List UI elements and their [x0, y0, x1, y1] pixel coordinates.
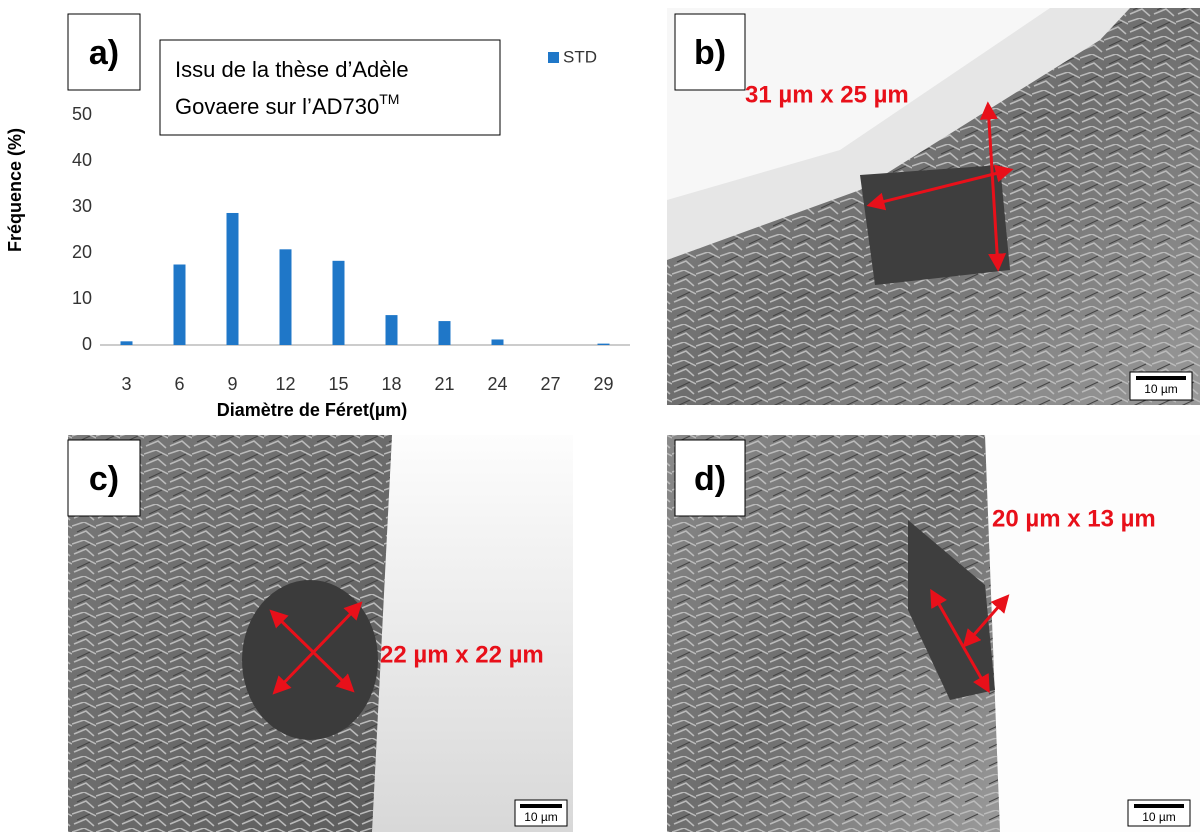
x-tick-label: 29 [593, 374, 613, 394]
x-tick-label: 18 [381, 374, 401, 394]
x-axis-label: Diamètre de Féret(µm) [217, 400, 407, 420]
bar [491, 339, 504, 345]
sem-image-d [667, 435, 1200, 832]
bar [597, 343, 610, 345]
scale-bar-label: 10 µm [1142, 810, 1176, 824]
annotation: Govaere sur l’AD730TM [175, 91, 399, 119]
scale-bar-label: 10 µm [524, 810, 558, 824]
y-tick-label: 30 [72, 196, 92, 216]
panel-label-box [67, 13, 141, 91]
panel-label: d) [694, 460, 726, 498]
x-tick-label: 3 [121, 374, 131, 394]
annotation-superscript: TM [379, 91, 399, 107]
x-tick-label: 12 [275, 374, 295, 394]
annotation: Issu de la thèse d’Adèle [175, 57, 409, 82]
x-tick-label: 24 [487, 374, 507, 394]
panel-label: c) [89, 460, 119, 498]
panel-label-box [674, 13, 746, 91]
legend-label: STD [563, 47, 597, 66]
size-annotation: 20 µm x 13 µm [992, 505, 1156, 532]
size-annotation: 31 µm x 25 µm [745, 81, 909, 108]
x-tick-label: 9 [227, 374, 237, 394]
y-tick-label: 20 [72, 242, 92, 262]
panel-label-box [67, 439, 141, 517]
panel-label: a) [89, 34, 119, 72]
y-tick-label: 10 [72, 288, 92, 308]
y-tick-label: 40 [72, 150, 92, 170]
bar [173, 264, 186, 345]
sem-image-c [68, 435, 573, 832]
legend-swatch [548, 52, 559, 63]
sem-image-b [667, 8, 1200, 405]
bar [385, 315, 398, 345]
x-tick-label: 21 [434, 374, 454, 394]
bar [226, 212, 239, 345]
bar [120, 341, 133, 345]
scale-bar-label: 10 µm [1144, 382, 1178, 396]
x-tick-label: 27 [540, 374, 560, 394]
bar [332, 260, 345, 345]
annotation-box [159, 39, 501, 136]
bar [438, 321, 451, 345]
panel-label: b) [694, 34, 726, 72]
x-tick-label: 15 [328, 374, 348, 394]
y-tick-label: 50 [72, 104, 92, 124]
bar [279, 249, 292, 345]
panel-label-box [674, 439, 746, 517]
y-axis-label: Fréquence (%) [5, 128, 25, 252]
y-tick-label: 0 [82, 334, 92, 354]
x-tick-label: 6 [174, 374, 184, 394]
size-annotation: 22 µm x 22 µm [380, 641, 544, 668]
annotation: Govaere sur l’AD730 [175, 94, 379, 119]
